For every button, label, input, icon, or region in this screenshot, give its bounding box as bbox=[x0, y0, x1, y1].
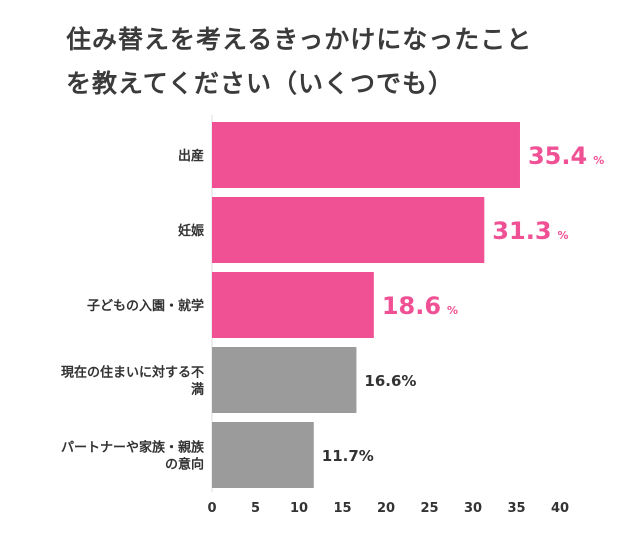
category-label-3-line-0: 現在の住まいに対する不 bbox=[61, 365, 204, 381]
chart-title: 住み替えを考えるきっかけになったこと を教えてください（いくつでも） bbox=[66, 18, 626, 106]
x-tick-label-30: 30 bbox=[464, 501, 482, 516]
x-tick-label-40: 40 bbox=[551, 501, 569, 516]
value-unit-0: % bbox=[593, 154, 604, 167]
category-label-4-line-0: パートナーや家族・親族 bbox=[61, 440, 205, 456]
x-tick-label-25: 25 bbox=[420, 501, 438, 516]
value-label-1: 31.3 bbox=[492, 217, 551, 245]
category-label-1: 妊娠 bbox=[178, 223, 205, 239]
x-tick-label-35: 35 bbox=[507, 501, 525, 516]
value-label-2: 18.6 bbox=[382, 292, 441, 320]
value-label-3: 16.6% bbox=[364, 372, 416, 390]
bar-0 bbox=[212, 122, 520, 188]
bar-3 bbox=[212, 347, 357, 413]
chart-title-line-2: を教えてください（いくつでも） bbox=[66, 69, 455, 98]
value-label-0: 35.4 bbox=[528, 142, 587, 170]
category-label-3-line-1: 満 bbox=[191, 382, 204, 398]
x-tick-label-20: 20 bbox=[377, 501, 395, 516]
value-label-4: 11.7% bbox=[322, 447, 374, 465]
category-label-2: 子どもの入園・就学 bbox=[87, 298, 204, 314]
value-unit-1: % bbox=[558, 229, 569, 242]
chart-title-line-1: 住み替えを考えるきっかけになったこと bbox=[66, 25, 533, 54]
value-unit-2: % bbox=[447, 304, 458, 317]
bar-4 bbox=[212, 422, 314, 488]
x-tick-label-15: 15 bbox=[333, 501, 351, 516]
x-tick-label-0: 0 bbox=[207, 501, 216, 516]
bar-1 bbox=[212, 197, 485, 263]
category-label-4-line-1: の意向 bbox=[165, 457, 204, 473]
x-tick-label-10: 10 bbox=[290, 501, 308, 516]
x-tick-label-5: 5 bbox=[251, 501, 260, 516]
bar-2 bbox=[212, 272, 374, 338]
category-label-0: 出産 bbox=[178, 148, 204, 164]
